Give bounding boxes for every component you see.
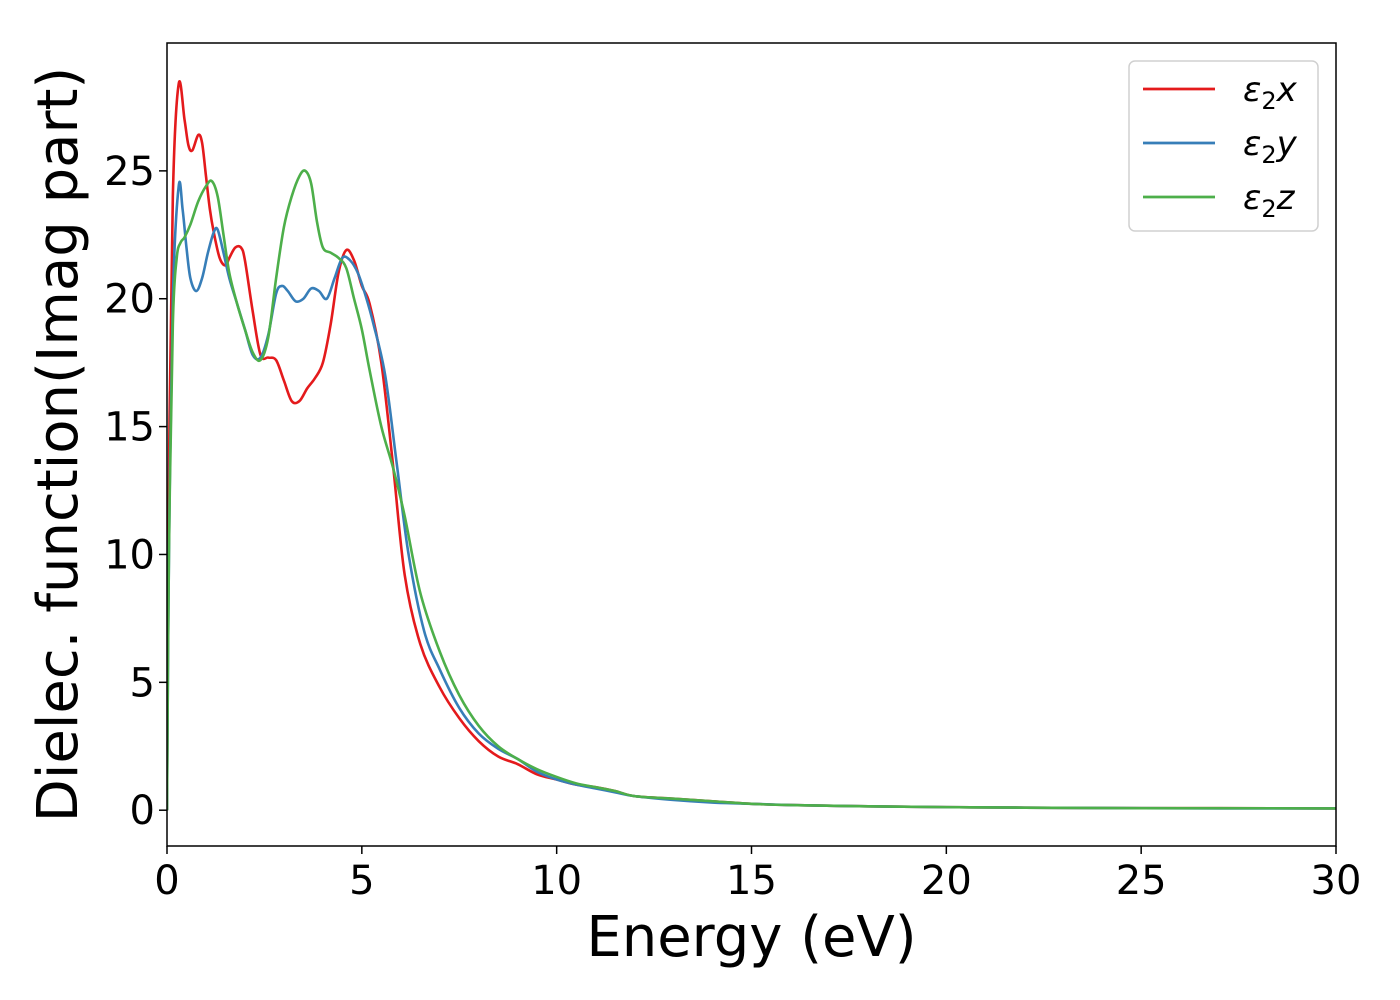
- series-lines: [167, 80, 1336, 811]
- x-tick-label: 25: [1116, 858, 1167, 904]
- y-axis-title: Dielec. function(Imag part): [26, 67, 91, 823]
- y-tick-label: 15: [104, 405, 155, 451]
- series-line-z: [167, 169, 1336, 811]
- legend-label-y: ε2y: [1243, 124, 1298, 169]
- legend-label-x: ε2x: [1243, 70, 1298, 115]
- y-tick-label: 5: [130, 660, 155, 706]
- legend-box: [1128, 60, 1319, 232]
- y-axis-ticks: 0 5 10 15 20 25: [104, 149, 167, 834]
- legend: ε2x ε2y ε2z: [1128, 60, 1319, 232]
- x-tick-label: 10: [531, 858, 582, 904]
- x-tick-label: 20: [921, 858, 972, 904]
- x-tick-label: 0: [154, 858, 179, 904]
- y-tick-label: 25: [104, 149, 155, 195]
- x-tick-label: 30: [1311, 858, 1362, 904]
- x-tick-label: 5: [349, 858, 374, 904]
- legend-label-z: ε2z: [1243, 178, 1296, 223]
- y-tick-label: 0: [130, 788, 155, 834]
- x-tick-label: 15: [726, 858, 777, 904]
- x-axis-title: Energy (eV): [586, 905, 916, 970]
- series-line-y: [167, 180, 1336, 811]
- x-axis-ticks: 0 5 10 15 20 25 30: [154, 846, 1361, 904]
- y-tick-label: 20: [104, 277, 155, 323]
- y-tick-label: 10: [104, 532, 155, 578]
